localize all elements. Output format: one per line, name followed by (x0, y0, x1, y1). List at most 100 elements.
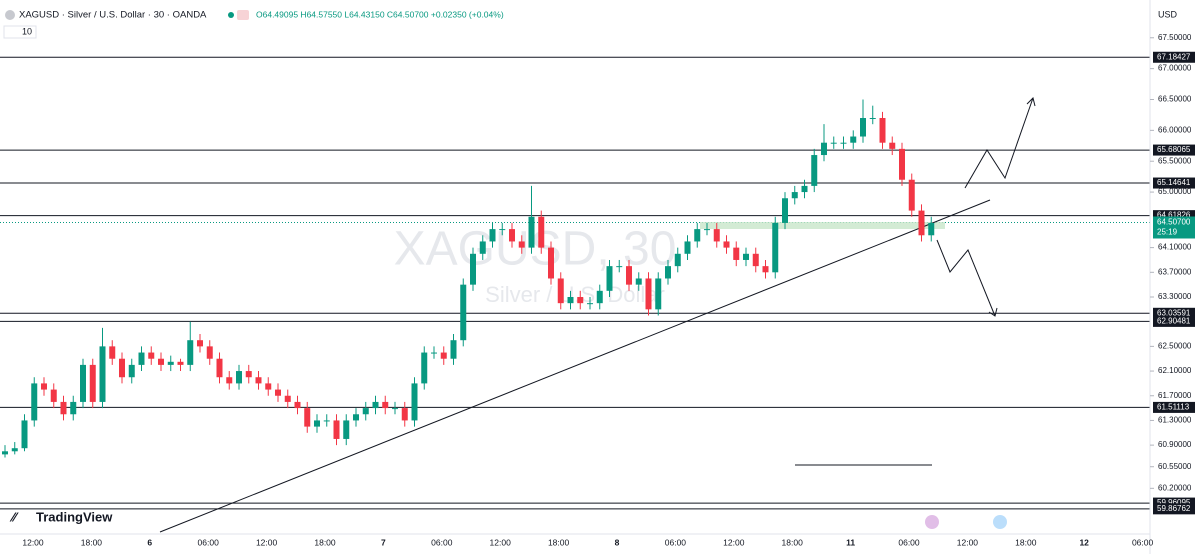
candle-body (167, 361, 174, 365)
candle-body (236, 371, 242, 384)
y-tick-label: 64.10000 (1158, 243, 1192, 252)
candle-body (499, 229, 506, 231)
x-tick-label: 18:00 (782, 537, 804, 547)
badge (237, 10, 249, 20)
event-icon (925, 515, 939, 529)
candle-body (694, 229, 701, 242)
candle-body (11, 448, 18, 452)
candle-body (791, 192, 798, 199)
candle-body (606, 266, 613, 291)
x-tick-label: 06:00 (198, 537, 220, 547)
x-tick-label: 7 (381, 537, 386, 547)
candle-body (830, 142, 837, 144)
level-label-box (1153, 144, 1195, 156)
candle-body (772, 222, 779, 273)
y-tick-label: 60.90000 (1158, 440, 1192, 449)
candle-body (275, 389, 281, 396)
level-label-box (1153, 497, 1195, 509)
candle-body (713, 229, 720, 242)
candle-body (148, 352, 155, 359)
y-tick-label: 67.50000 (1158, 33, 1192, 42)
y-tick-label: 63.70000 (1158, 267, 1192, 276)
level-label: 67.18427 (1157, 52, 1191, 61)
candle-body (119, 358, 125, 378)
zone (700, 222, 945, 229)
candle-body (899, 148, 905, 180)
x-tick-label: 18:00 (1015, 537, 1037, 547)
candle-body (284, 395, 291, 402)
candle-body (70, 401, 77, 415)
candle-body (245, 371, 252, 378)
level-label-box (1153, 401, 1195, 413)
candle-body (99, 346, 106, 402)
brand-logo: ⁄⁄ (9, 509, 19, 524)
candle-body (314, 420, 320, 427)
indicator-box (3, 25, 37, 39)
candle-body (21, 420, 28, 449)
candle-body (411, 383, 418, 421)
x-tick-label: 12:00 (490, 537, 512, 547)
level-label: 64.61826 (1157, 211, 1191, 220)
candle-body (557, 278, 564, 304)
candle-body (304, 408, 311, 427)
candle-body (704, 229, 710, 231)
brand: TradingView (36, 509, 113, 524)
candle-body (372, 401, 379, 409)
level-label-box (1153, 307, 1195, 319)
level-label: 61.51113 (1157, 403, 1190, 412)
x-tick-label: 12:00 (256, 537, 278, 547)
candle-body (587, 303, 593, 305)
y-tick-label: 62.10000 (1158, 366, 1192, 375)
candle-body (509, 229, 515, 242)
candle-body (216, 358, 223, 378)
watermark: XAGUSD, 30 (394, 223, 677, 276)
candle-body (538, 216, 545, 248)
level-label: 62.90481 (1157, 316, 1191, 325)
candle-body (294, 401, 301, 409)
candle-body (665, 266, 671, 279)
candle-body (265, 383, 272, 390)
candle-body (782, 198, 788, 223)
candle-body (752, 253, 759, 267)
candle-body (577, 296, 584, 304)
candle-body (2, 451, 8, 455)
candle-body (548, 247, 554, 279)
y-tick-label: 61.70000 (1158, 391, 1192, 400)
countdown: 25:19 (1157, 228, 1178, 237)
last-price-label: 64.50700 (1157, 218, 1191, 227)
candle-body (50, 389, 57, 402)
candle-body (177, 361, 184, 365)
candle-body (567, 296, 574, 304)
y-tick-label: 61.30000 (1158, 416, 1192, 425)
candle-body (440, 352, 447, 359)
x-tick-label: 12:00 (22, 537, 44, 547)
candle-body (674, 253, 681, 267)
trendline (159, 199, 991, 533)
y-tick-label: 63.30000 (1158, 292, 1192, 301)
candle-body (655, 278, 662, 310)
candle-body (323, 420, 330, 422)
candle-body (31, 383, 38, 421)
candle-body (362, 408, 369, 415)
y-tick-label: 66.00000 (1158, 125, 1192, 134)
indicator: 10 (22, 26, 32, 36)
y-tick-label: 66.50000 (1158, 95, 1192, 104)
candle-body (60, 401, 67, 415)
x-tick-label: 6 (147, 537, 152, 547)
candle-body (109, 346, 116, 359)
symbol-icon (5, 10, 15, 20)
candle-body (41, 383, 47, 390)
candle-body (489, 229, 496, 242)
y-tick-label: 65.00000 (1158, 187, 1192, 196)
candle-body (401, 408, 408, 421)
candle-body (928, 222, 935, 236)
level-label-box (1153, 210, 1195, 222)
level-label-box (1153, 503, 1195, 515)
candle-body (684, 241, 691, 254)
ohlc: O64.49095 H64.57550 L64.43150 C64.50700 … (256, 9, 504, 19)
level-label: 59.86762 (1157, 504, 1191, 513)
currency: USD (1158, 9, 1178, 19)
symbol: XAGUSD · Silver / U.S. Dollar · 30 · OAN… (19, 10, 207, 21)
candle-body (226, 377, 233, 384)
x-tick-label: 18:00 (314, 537, 336, 547)
